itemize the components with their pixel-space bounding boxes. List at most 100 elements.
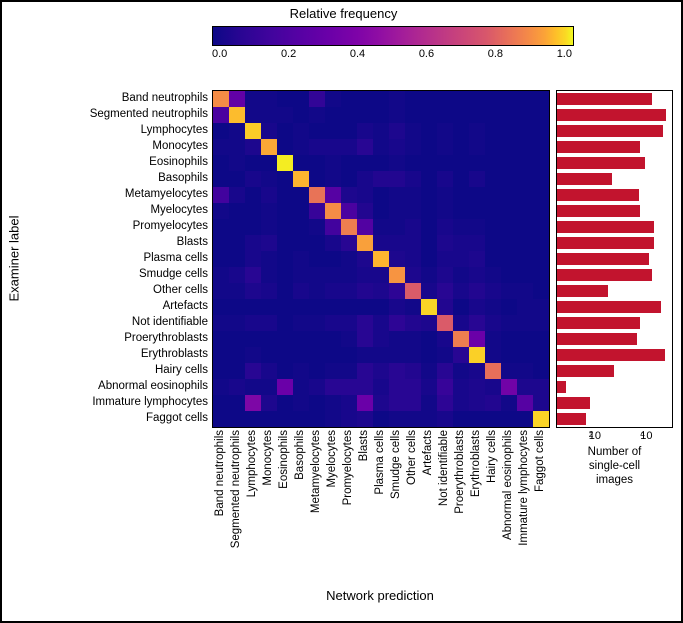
heatmap-cell: [501, 411, 517, 427]
heatmap-cell: [293, 107, 309, 123]
heatmap-cell: [341, 91, 357, 107]
heatmap-cell: [517, 411, 533, 427]
heatmap-cell: [421, 395, 437, 411]
heatmap-cell: [389, 203, 405, 219]
heatmap-cell: [213, 107, 229, 123]
heatmap-cell: [277, 299, 293, 315]
heatmap-cell: [213, 347, 229, 363]
heatmap-cell: [229, 299, 245, 315]
heatmap-cell: [453, 171, 469, 187]
heatmap-cell: [341, 107, 357, 123]
heatmap-cell: [437, 379, 453, 395]
heatmap-cell: [325, 411, 341, 427]
heatmap-cell: [357, 187, 373, 203]
heatmap-cell: [485, 187, 501, 203]
heatmap-cell: [341, 395, 357, 411]
heatmap-cell: [213, 395, 229, 411]
heatmap-cell: [453, 379, 469, 395]
heatmap-cell: [245, 411, 261, 427]
bar: [557, 205, 640, 216]
heatmap-cell: [389, 91, 405, 107]
heatmap-cell: [373, 219, 389, 235]
heatmap-cell: [245, 395, 261, 411]
heatmap-cell: [357, 283, 373, 299]
heatmap-cell: [405, 91, 421, 107]
bar-row: [557, 363, 672, 379]
heatmap-cell: [485, 411, 501, 427]
bar-row: [557, 171, 672, 187]
heatmap-cell: [373, 347, 389, 363]
heatmap-cell: [501, 315, 517, 331]
heatmap-cell: [261, 347, 277, 363]
heatmap-cell: [245, 171, 261, 187]
heatmap-cell: [469, 283, 485, 299]
heatmap-cell: [293, 395, 309, 411]
heatmap-cell: [453, 107, 469, 123]
heatmap-cell: [357, 219, 373, 235]
heatmap-cell: [437, 283, 453, 299]
heatmap-cell: [389, 155, 405, 171]
heatmap-cell: [533, 107, 549, 123]
row-label: Eosinophils: [22, 154, 212, 170]
heatmap-cell: [517, 203, 533, 219]
heatmap-cell: [453, 315, 469, 331]
heatmap-cell: [229, 171, 245, 187]
heatmap-cell: [261, 203, 277, 219]
heatmap-cell: [485, 299, 501, 315]
heatmap-cell: [373, 299, 389, 315]
heatmap-cell: [325, 331, 341, 347]
heatmap-cell: [357, 123, 373, 139]
heatmap-cell: [437, 251, 453, 267]
bar-row: [557, 251, 672, 267]
heatmap-cell: [373, 187, 389, 203]
heatmap-cell: [405, 155, 421, 171]
heatmap-cell: [469, 203, 485, 219]
heatmap-cell: [453, 331, 469, 347]
heatmap-cell: [341, 203, 357, 219]
heatmap-cell: [373, 235, 389, 251]
heatmap-cell: [357, 331, 373, 347]
heatmap-cell: [501, 299, 517, 315]
heatmap-cell: [213, 411, 229, 427]
heatmap-cell: [453, 251, 469, 267]
heatmap-cell: [261, 331, 277, 347]
heatmap-cell: [501, 171, 517, 187]
heatmap-cell: [325, 139, 341, 155]
heatmap-cell: [277, 107, 293, 123]
heatmap-cell: [293, 91, 309, 107]
bar-row: [557, 91, 672, 107]
heatmap-cell: [485, 283, 501, 299]
heatmap-cell: [277, 235, 293, 251]
heatmap-cell: [453, 155, 469, 171]
heatmap-cell: [309, 331, 325, 347]
row-label: Basophils: [22, 170, 212, 186]
heatmap-cell: [261, 299, 277, 315]
heatmap-cell: [309, 219, 325, 235]
heatmap-cell: [421, 203, 437, 219]
heatmap-cell: [405, 315, 421, 331]
heatmap-cell: [405, 235, 421, 251]
heatmap-cell: [357, 267, 373, 283]
heatmap-cell: [453, 363, 469, 379]
heatmap-cell: [405, 395, 421, 411]
heatmap-cell: [213, 123, 229, 139]
heatmap-cell: [453, 347, 469, 363]
heatmap-cell: [533, 267, 549, 283]
heatmap-cell: [309, 107, 325, 123]
heatmap-cell: [533, 123, 549, 139]
heatmap-cell: [245, 251, 261, 267]
heatmap-cell: [533, 251, 549, 267]
heatmap-cell: [533, 331, 549, 347]
heatmap-cell: [517, 123, 533, 139]
heatmap-cell: [277, 331, 293, 347]
heatmap-cell: [405, 411, 421, 427]
heatmap-cell: [357, 139, 373, 155]
heatmap-cell: [229, 379, 245, 395]
heatmap-cell: [325, 363, 341, 379]
heatmap-cell: [373, 155, 389, 171]
bar-row: [557, 203, 672, 219]
heatmap-cell: [389, 331, 405, 347]
heatmap-cell: [389, 411, 405, 427]
heatmap-cell: [325, 347, 341, 363]
heatmap-cell: [277, 363, 293, 379]
